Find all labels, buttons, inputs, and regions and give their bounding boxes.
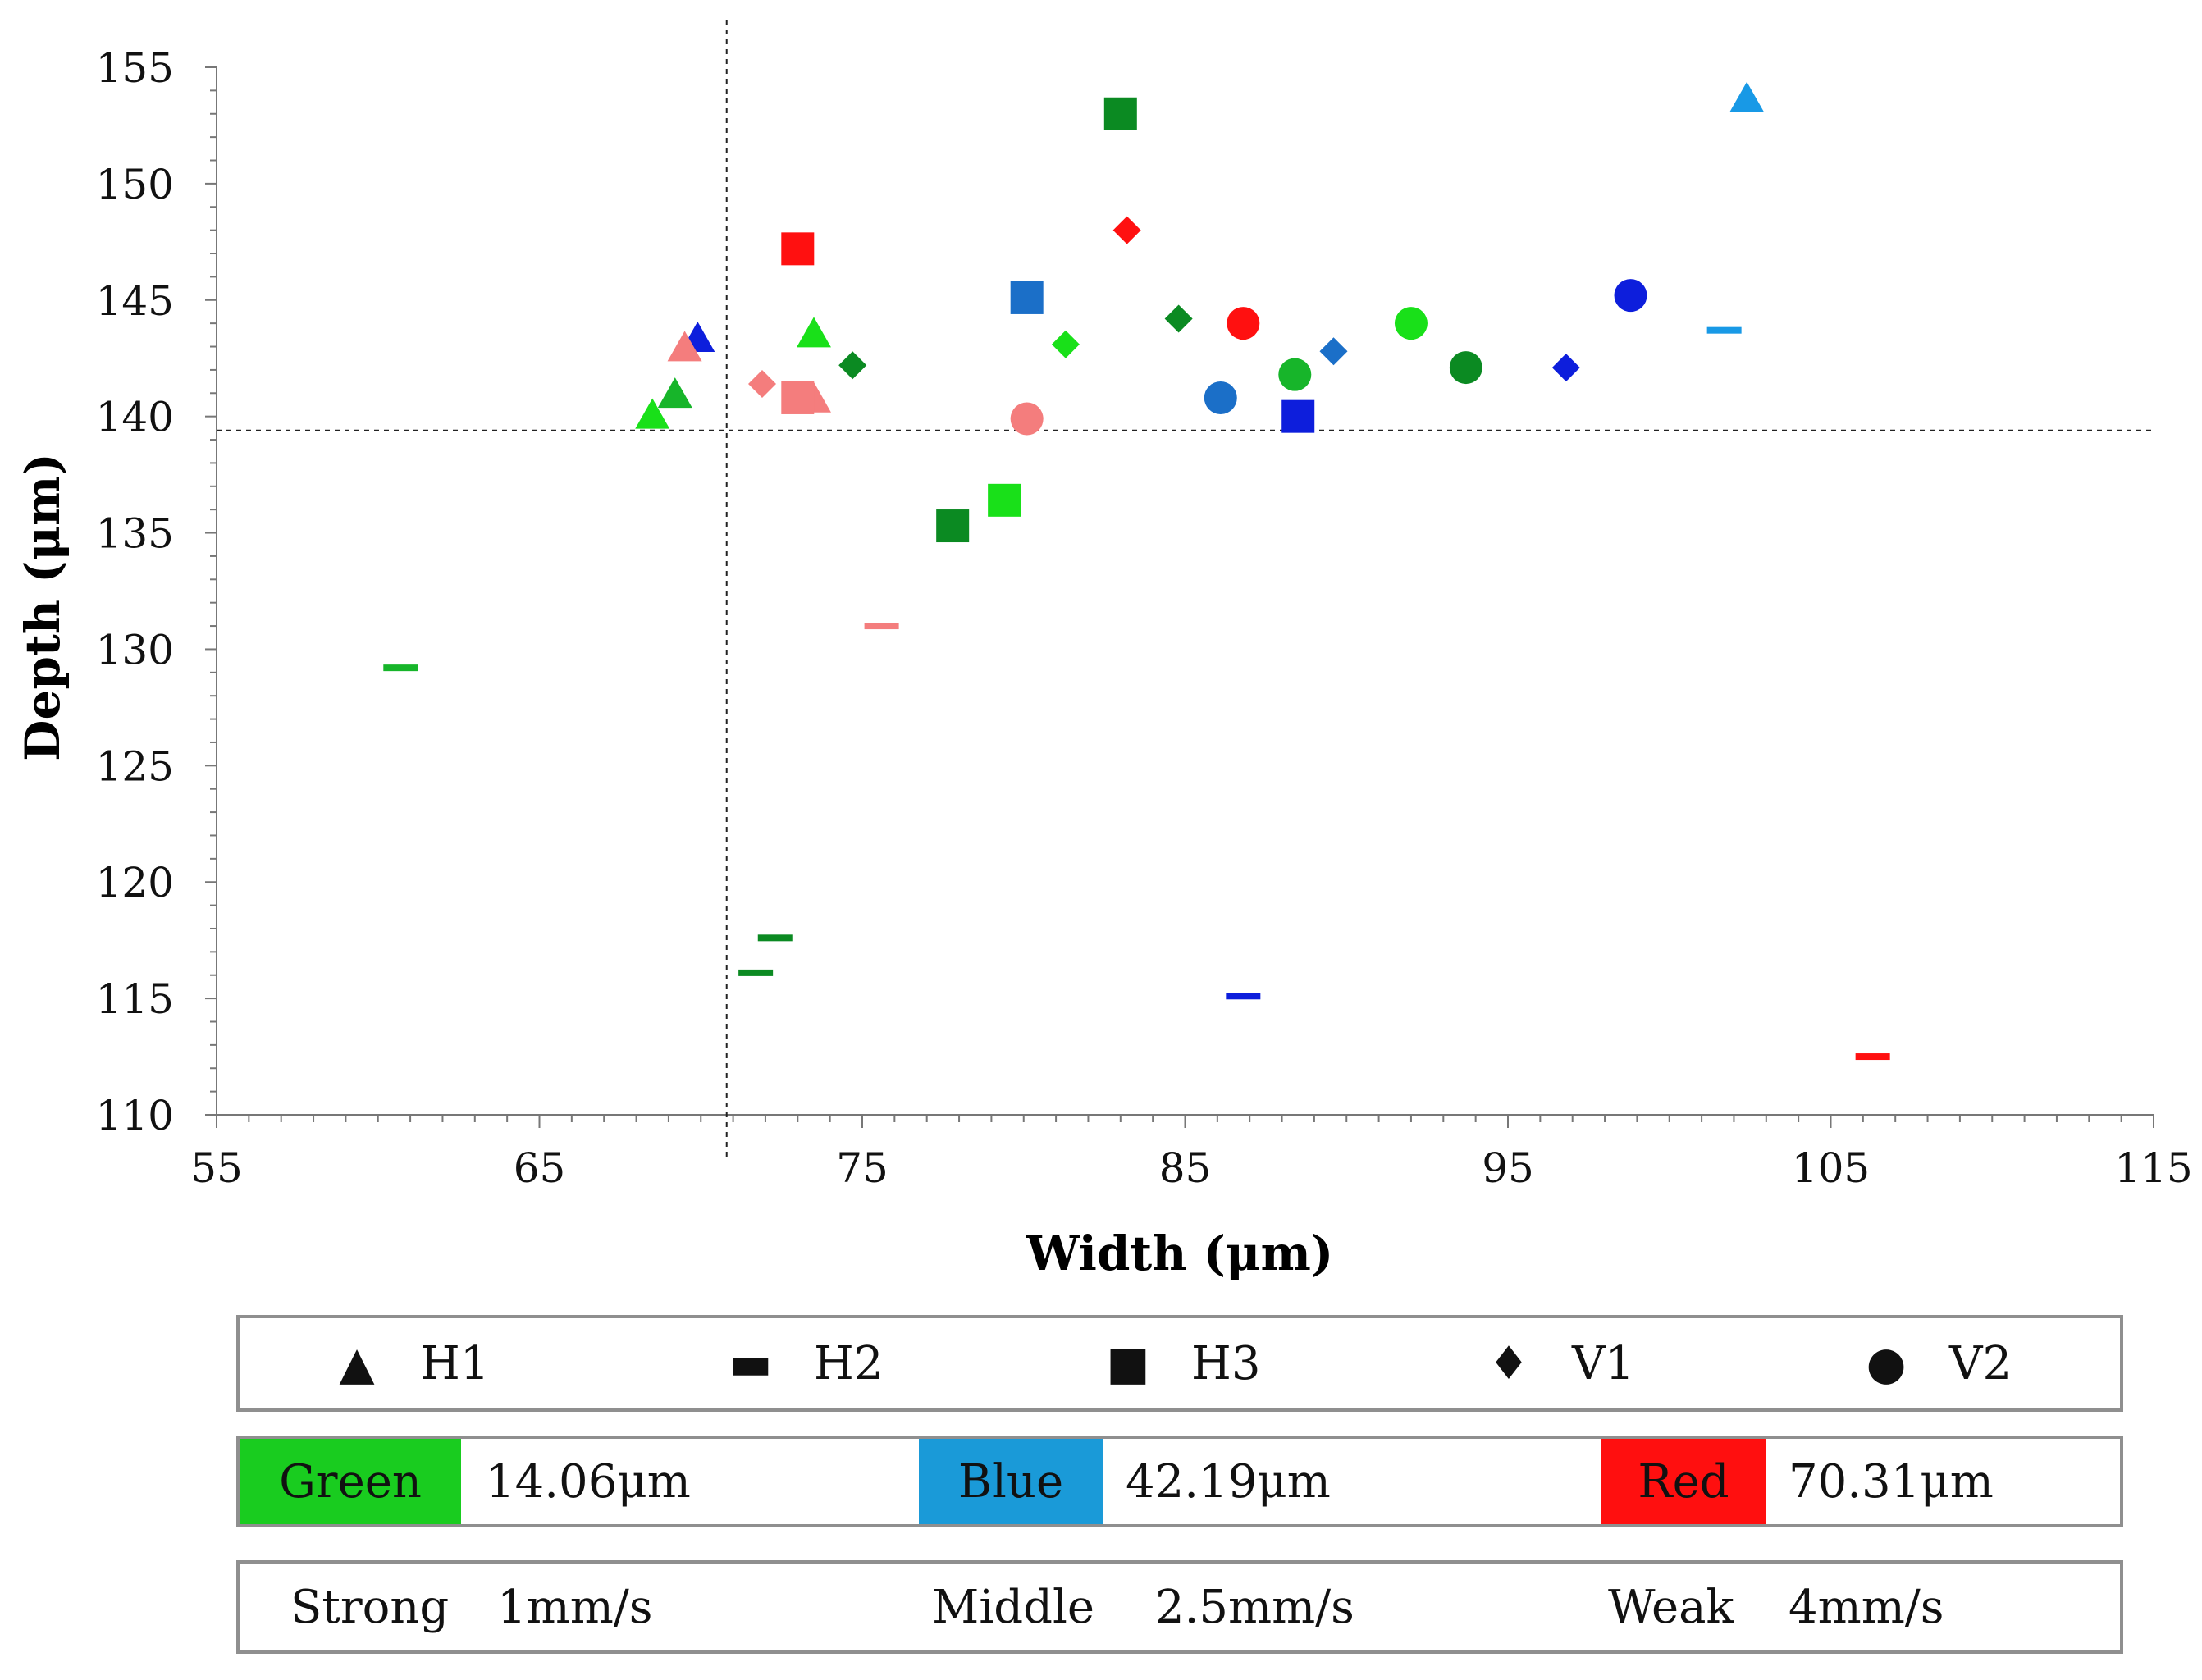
- legend-item-v1: ♦ V1: [1480, 1318, 1634, 1408]
- green-value: 14.06μm: [486, 1454, 691, 1509]
- red-value: 70.31μm: [1789, 1454, 1994, 1509]
- square-point: [781, 381, 815, 414]
- triangle-point: [796, 317, 831, 348]
- y-tick-label: 150: [96, 161, 174, 208]
- x-tick-label: 85: [1159, 1144, 1212, 1192]
- legend-label-v1: V1: [1572, 1336, 1635, 1390]
- square-point: [936, 509, 970, 543]
- x-tick-label: 115: [2114, 1144, 2192, 1192]
- circle-point: [1394, 307, 1428, 340]
- diamond-icon: ♦: [1487, 1336, 1530, 1390]
- plot-axes-group: [205, 66, 2154, 1128]
- dash-point: [383, 664, 418, 672]
- scatter-chart: 110 115 120 125 130 135 140 145 150 155 55 65 75 85 95…: [15, 20, 2193, 1281]
- y-tick-label: 155: [96, 44, 174, 92]
- y-tick-label: 135: [96, 510, 174, 558]
- circle-point: [1204, 381, 1237, 414]
- diamond-point: [1051, 330, 1080, 358]
- blue-value: 42.19μm: [1126, 1454, 1331, 1509]
- circle-point: [1010, 402, 1044, 436]
- legend-label-h1: H1: [420, 1336, 490, 1390]
- diamond-point: [748, 369, 777, 398]
- speed-strong-value: 1mm/s: [497, 1580, 653, 1634]
- square-point: [1103, 97, 1137, 130]
- y-tick-label: 110: [96, 1092, 174, 1139]
- dash-point: [864, 623, 899, 630]
- y-tick-label: 115: [96, 975, 174, 1023]
- legend-item-h2: ▬ H2: [722, 1318, 884, 1408]
- y-tick-label: 145: [96, 277, 174, 325]
- green-swatch: Green: [240, 1439, 461, 1524]
- x-tick-label: 105: [1792, 1144, 1870, 1192]
- triangle-point: [657, 377, 692, 409]
- speed-weak-label: Weak: [1608, 1580, 1734, 1634]
- legend-label-v2: V2: [1949, 1336, 2012, 1390]
- triangle-icon: ▲: [339, 1336, 375, 1390]
- speed-middle-value: 2.5mm/s: [1155, 1580, 1355, 1634]
- diamond-point: [1164, 304, 1193, 333]
- x-tick-label: 95: [1482, 1144, 1534, 1192]
- dash-point: [757, 934, 793, 942]
- square-point: [1281, 399, 1315, 433]
- speed-strong-label: Strong: [290, 1580, 450, 1634]
- circle-point: [1449, 351, 1482, 385]
- diamond-point: [1319, 337, 1348, 366]
- speed-weak-value: 4mm/s: [1789, 1580, 1944, 1634]
- y-tick-label: 140: [96, 394, 174, 441]
- square-point: [781, 232, 815, 266]
- reference-lines: [217, 20, 2154, 1160]
- chart-svg: 110 115 120 125 130 135 140 145 150 155 55 65 75 85 95…: [15, 20, 2193, 1281]
- dash-point: [1855, 1053, 1890, 1061]
- red-swatch: Red: [1601, 1439, 1766, 1524]
- x-tick-label: 65: [514, 1144, 566, 1192]
- y-axis-title: Depth (μm): [15, 453, 71, 761]
- speed-legend: Strong 1mm/s Middle 2.5mm/s Weak 4mm/s: [236, 1560, 2123, 1654]
- legend-label-h2: H2: [814, 1336, 884, 1390]
- legend-item-v2: ● V2: [1857, 1318, 2012, 1408]
- dash-point: [1706, 326, 1742, 334]
- circle-icon: ●: [1866, 1336, 1907, 1390]
- square-point: [988, 483, 1021, 517]
- color-legend: Green 14.06μm Blue 42.19μm Red 70.31μm: [236, 1436, 2123, 1527]
- dash-point: [738, 969, 774, 976]
- speed-middle-label: Middle: [932, 1580, 1094, 1634]
- square-icon: ■: [1106, 1336, 1150, 1390]
- diamond-point: [1112, 216, 1141, 244]
- legend-item-h1: ▲ H1: [328, 1318, 489, 1408]
- triangle-point: [1729, 81, 1765, 112]
- legend-label-h3: H3: [1191, 1336, 1261, 1390]
- diamond-point: [1551, 354, 1580, 382]
- legend-item-h3: ■ H3: [1099, 1318, 1261, 1408]
- dash-icon: ▬: [729, 1336, 773, 1390]
- x-axis-title: Width (μm): [1026, 1226, 1334, 1281]
- blue-swatch: Blue: [919, 1439, 1103, 1524]
- diamond-point: [838, 351, 867, 380]
- data-marks: [383, 81, 1890, 1061]
- square-point: [1010, 281, 1044, 314]
- triangle-point: [635, 398, 670, 429]
- dash-point: [1226, 993, 1261, 1000]
- y-tick-label: 125: [96, 742, 174, 790]
- x-tick-label: 75: [836, 1144, 889, 1192]
- circle-point: [1614, 279, 1647, 313]
- x-tick-label: 55: [190, 1144, 243, 1192]
- shape-legend: ▲ H1 ▬ H2 ■ H3 ♦ V1 ● V2: [236, 1315, 2123, 1412]
- tick-labels: 110 115 120 125 130 135 140 145 150 155 55 65 75 85 95…: [96, 44, 2193, 1192]
- y-tick-label: 120: [96, 859, 174, 906]
- circle-point: [1227, 307, 1260, 340]
- circle-point: [1278, 358, 1312, 391]
- triangle-point: [667, 331, 702, 362]
- y-tick-label: 130: [96, 626, 174, 673]
